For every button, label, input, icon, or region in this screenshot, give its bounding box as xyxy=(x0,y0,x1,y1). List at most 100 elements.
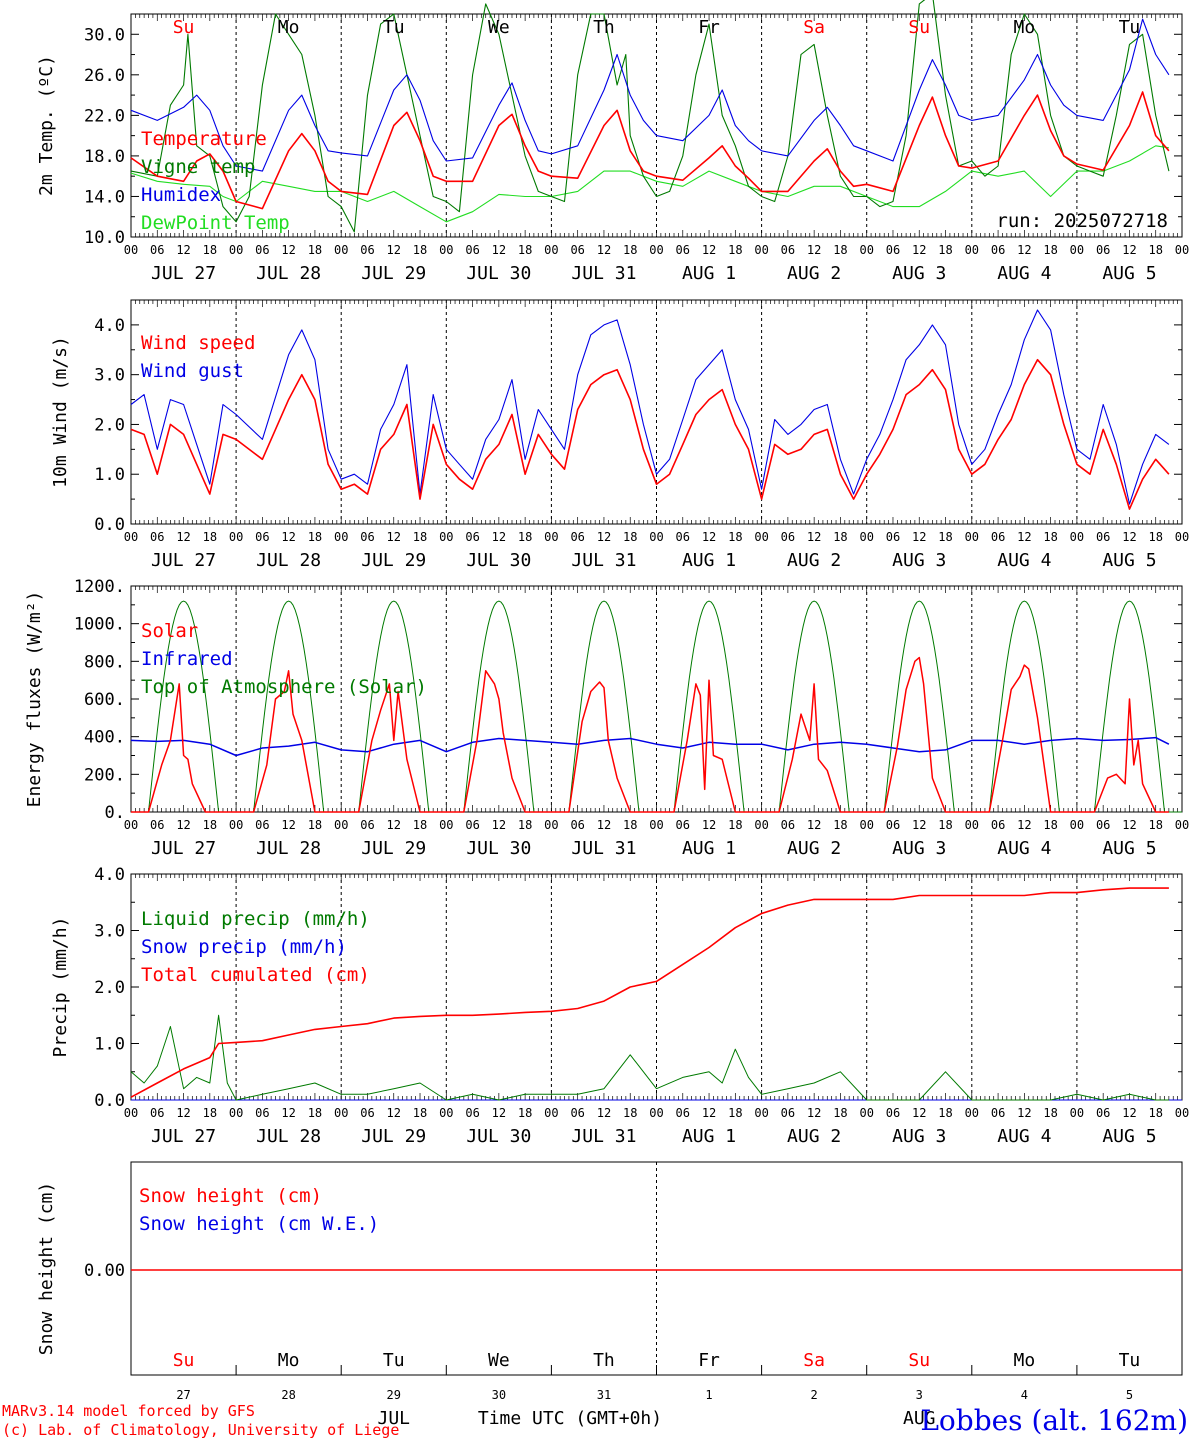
date-label: AUG 3 xyxy=(892,263,946,284)
hour-label: 00 xyxy=(544,530,558,544)
day-number-label: 30 xyxy=(492,1388,506,1402)
hour-label: 06 xyxy=(255,530,269,544)
day-of-week-label: Mo xyxy=(1014,17,1036,38)
date-label: AUG 2 xyxy=(787,263,841,284)
series-infrared xyxy=(130,736,1170,757)
hour-label: 18 xyxy=(203,530,217,544)
date-label: AUG 1 xyxy=(682,263,736,284)
hour-label: 00 xyxy=(124,818,138,832)
hour-label: 18 xyxy=(938,243,952,257)
date-label: JUL 31 xyxy=(571,263,636,284)
hour-label: 00 xyxy=(754,243,768,257)
hour-label: 06 xyxy=(886,1106,900,1120)
hour-label: 12 xyxy=(912,243,926,257)
y-tick-label: 200. xyxy=(84,765,125,785)
date-label: AUG 2 xyxy=(787,550,841,571)
hour-label: 00 xyxy=(229,1106,243,1120)
series-liquid-precip xyxy=(130,1014,1169,1101)
hour-label: 18 xyxy=(938,1106,952,1120)
day-number-label: 4 xyxy=(1021,1388,1028,1402)
hour-label: 18 xyxy=(1043,818,1057,832)
hour-label: 12 xyxy=(281,530,295,544)
y-tick-label: 10.0 xyxy=(84,228,125,248)
day-of-week-label: Su xyxy=(173,17,195,38)
panel-frame xyxy=(130,299,1183,525)
hour-label: 00 xyxy=(754,1106,768,1120)
hour-label: 12 xyxy=(1122,243,1136,257)
y-axis-title: Precip (mm/h) xyxy=(50,917,71,1058)
day-ticks xyxy=(130,1365,1183,1375)
hour-label: 00 xyxy=(544,818,558,832)
hour-label: 18 xyxy=(728,243,742,257)
hour-label: 18 xyxy=(413,818,427,832)
legend-entry: Infrared xyxy=(141,648,233,670)
hour-label: 12 xyxy=(387,818,401,832)
date-label: AUG 3 xyxy=(892,550,946,571)
y-tick-label: 14.0 xyxy=(84,187,125,207)
hour-label: 12 xyxy=(387,1106,401,1120)
hour-label: 06 xyxy=(886,530,900,544)
hour-label: 18 xyxy=(308,243,322,257)
hour-label: 18 xyxy=(203,243,217,257)
hour-label: 18 xyxy=(833,1106,847,1120)
hour-label: 12 xyxy=(597,818,611,832)
hour-label: 12 xyxy=(281,818,295,832)
date-label: AUG 5 xyxy=(1102,550,1156,571)
hour-ticks xyxy=(130,300,1183,524)
y-tick-label: 30.0 xyxy=(84,25,125,45)
hour-label: 06 xyxy=(781,1106,795,1120)
hour-label: 12 xyxy=(702,818,716,832)
hour-label: 18 xyxy=(728,530,742,544)
hour-label: 00 xyxy=(334,1106,348,1120)
y-tick-label: 800. xyxy=(84,652,125,672)
hour-label: 06 xyxy=(150,243,164,257)
y-tick-label: 600. xyxy=(84,690,125,710)
y-tick-label: 3.0 xyxy=(94,922,125,942)
hour-label: 12 xyxy=(807,1106,821,1120)
hour-label: 12 xyxy=(597,1106,611,1120)
date-label: AUG 4 xyxy=(997,263,1051,284)
date-label: JUL 29 xyxy=(361,550,426,571)
series-vigne-temp xyxy=(130,0,1170,233)
date-label: JUL 28 xyxy=(256,1126,321,1147)
hour-label: 12 xyxy=(597,243,611,257)
y-axis-title: Energy fluxes (W/m²) xyxy=(24,591,45,808)
hour-label: 12 xyxy=(912,1106,926,1120)
hour-label: 06 xyxy=(991,243,1005,257)
hour-label: 00 xyxy=(544,243,558,257)
hour-label: 00 xyxy=(229,243,243,257)
y-tick-label: 4.0 xyxy=(94,316,125,336)
hour-label: 06 xyxy=(570,818,584,832)
day-number-label: 31 xyxy=(597,1388,611,1402)
date-label: AUG 5 xyxy=(1102,838,1156,859)
month-label: JUL xyxy=(377,1408,410,1429)
panel-4: 00 06 12 18 00 06 12 18 00 06 12 18 00 06 12 18 00 06 12 18… xyxy=(50,865,1189,1147)
date-label: JUL 30 xyxy=(466,838,531,859)
hour-label: 12 xyxy=(807,243,821,257)
hour-label: 06 xyxy=(781,243,795,257)
hour-label: 06 xyxy=(150,530,164,544)
hour-label: 06 xyxy=(991,818,1005,832)
hour-label: 12 xyxy=(1017,243,1031,257)
day-of-week-label: Su xyxy=(908,1350,930,1371)
date-label: AUG 1 xyxy=(682,1126,736,1147)
hour-label: 06 xyxy=(360,243,374,257)
series-wind-gust xyxy=(130,309,1170,505)
hour-label: 06 xyxy=(255,243,269,257)
hour-label: 18 xyxy=(308,818,322,832)
day-number-label: 29 xyxy=(387,1388,401,1402)
hour-label: 06 xyxy=(150,818,164,832)
hour-label: 18 xyxy=(938,818,952,832)
hour-label: 18 xyxy=(833,818,847,832)
hour-label: 00 xyxy=(859,818,873,832)
day-of-week-label: Sa xyxy=(803,17,825,38)
date-label: AUG 4 xyxy=(997,550,1051,571)
hour-label: 18 xyxy=(1148,530,1162,544)
hour-label: 06 xyxy=(676,818,690,832)
legend-entry: Snow height (cm W.E.) xyxy=(139,1213,379,1235)
hour-label: 06 xyxy=(886,818,900,832)
hour-label: 00 xyxy=(544,1106,558,1120)
date-label: JUL 31 xyxy=(571,838,636,859)
hour-label: 12 xyxy=(1122,818,1136,832)
hour-label: 06 xyxy=(255,818,269,832)
